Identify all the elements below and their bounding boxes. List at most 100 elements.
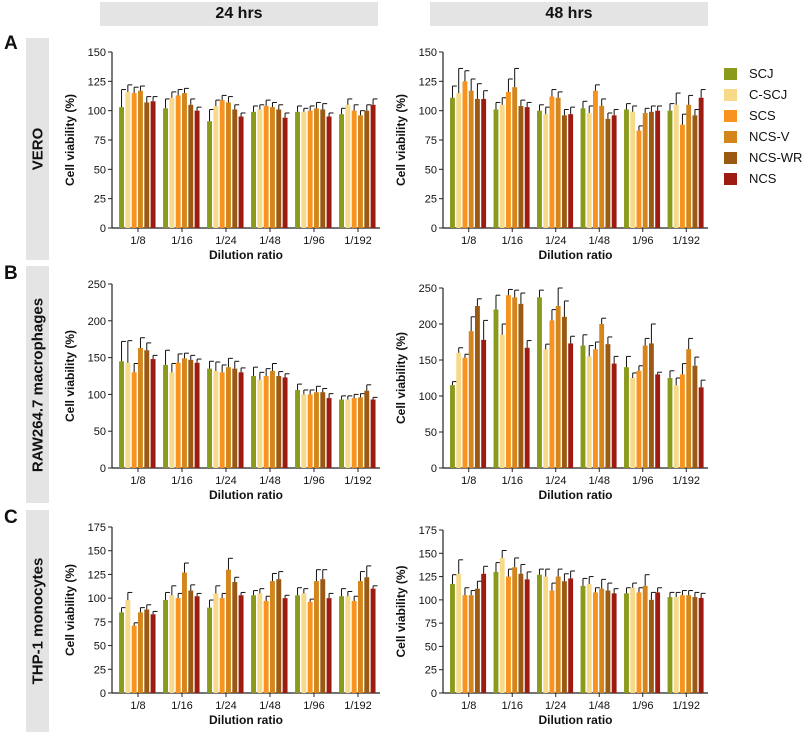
bar-ncs-5: [326, 116, 332, 228]
y-tick-label: 150: [419, 47, 437, 59]
bar-c-scj-6: [673, 385, 679, 468]
bar-ncs-wr-5: [320, 392, 326, 468]
bar-c-scj-5: [301, 111, 307, 228]
bar-scj-6: [667, 378, 673, 468]
bar-ncs-v-2: [512, 297, 518, 468]
bar-ncs-v-5: [642, 113, 648, 228]
bar-ncs-6: [698, 387, 704, 468]
bar-ncs-v-3: [226, 569, 231, 693]
y-axis-label: Cell viability (%): [394, 332, 408, 424]
bar-ncs-1: [481, 573, 487, 693]
bar-scj-4: [251, 111, 256, 228]
bar-ncs-v-3: [555, 306, 561, 468]
x-axis-label: Dilution ratio: [539, 248, 613, 262]
legend-swatch-c-scj: [724, 89, 737, 101]
bar-scs-4: [593, 592, 598, 693]
y-tick-label: 100: [419, 595, 437, 607]
bar-ncs-wr-1: [144, 102, 150, 228]
bar-ncs-v-3: [226, 367, 231, 468]
bar-scj-3: [537, 574, 542, 693]
legend-label-ncs-v: NCS-V: [749, 129, 790, 144]
x-tick-label: 1/48: [589, 475, 610, 487]
bar-c-scj-1: [456, 352, 462, 468]
chart-a-48h: 0 25 50 75 100 125 150 Cell viability (%) 1/8 1/1…: [394, 47, 708, 262]
bar-scs-1: [462, 81, 468, 228]
x-tick-label: 1/24: [215, 235, 236, 247]
bar-ncs-v-6: [358, 581, 363, 693]
legend-label-scs: SCS: [749, 108, 776, 123]
bar-ncs-wr-4: [276, 579, 282, 693]
x-tick-label: 1/192: [344, 235, 372, 247]
bar-scj-5: [624, 593, 629, 693]
bar-scj-6: [667, 110, 673, 228]
x-tick-label: 1/16: [502, 700, 523, 712]
bar-scs-5: [636, 130, 642, 228]
bar-scs-3: [549, 320, 555, 468]
bar-scj-3: [207, 607, 212, 693]
y-tick-label: 0: [431, 463, 437, 475]
bar-scj-2: [163, 600, 168, 693]
bar-scs-2: [175, 362, 181, 468]
bar-ncs-v-4: [599, 588, 605, 693]
bar-ncs-6: [370, 104, 376, 228]
bar-c-scj-2: [499, 557, 505, 693]
bar-ncs-wr-5: [320, 579, 326, 693]
bar-ncs-2: [524, 107, 530, 228]
y-tick-label: 50: [425, 164, 437, 176]
bar-ncs-wr-2: [188, 590, 194, 693]
bar-c-scj-2: [499, 334, 505, 468]
x-axis-label: Dilution ratio: [209, 248, 283, 262]
bar-scj-5: [295, 389, 300, 468]
bar-scj-5: [295, 111, 300, 228]
y-tick-label: 125: [88, 76, 106, 88]
x-tick-label: 1/16: [171, 700, 192, 712]
y-tick-label: 25: [94, 664, 106, 676]
bar-ncs-5: [326, 398, 332, 468]
legend-label-ncs: NCS: [749, 171, 777, 186]
bar-ncs-4: [611, 593, 617, 693]
chart-c-24h: 0 25 50 75 100 125 150 175 Cell viability (%) 1/8…: [63, 522, 380, 727]
bar-ncs-wr-6: [692, 115, 698, 228]
bar-ncs-v-6: [686, 104, 692, 228]
bar-ncs-4: [611, 115, 617, 228]
y-tick-label: 100: [419, 106, 437, 118]
y-tick-label: 50: [425, 427, 437, 439]
bar-c-scj-3: [213, 593, 219, 693]
bar-ncs-1: [150, 614, 156, 693]
bar-scs-4: [263, 376, 269, 468]
bar-scs-1: [131, 372, 137, 468]
x-tick-label: 1/96: [632, 475, 653, 487]
bar-ncs-v-1: [138, 348, 143, 468]
y-tick-label: 0: [431, 223, 437, 235]
bar-c-scj-2: [169, 372, 175, 468]
bar-ncs-3: [238, 116, 244, 228]
bar-ncs-5: [655, 592, 661, 693]
y-tick-label: 150: [88, 353, 106, 365]
bar-scj-6: [339, 114, 344, 228]
bar-c-scj-1: [125, 91, 131, 228]
y-axis-label: Cell viability (%): [394, 94, 408, 186]
x-tick-label: 1/8: [130, 235, 145, 247]
bar-ncs-wr-3: [561, 581, 567, 693]
bar-scs-6: [351, 110, 357, 228]
bar-c-scj-5: [630, 111, 636, 228]
bar-scs-4: [593, 349, 598, 468]
x-tick-label: 1/48: [259, 235, 280, 247]
column-header-24h: 24 hrs: [100, 2, 378, 26]
bar-ncs-v-1: [468, 90, 474, 228]
y-axis-label: Cell viability (%): [394, 565, 408, 657]
bar-scj-3: [207, 121, 212, 228]
bar-ncs-3: [238, 372, 244, 468]
x-tick-label: 1/192: [344, 700, 372, 712]
y-axis-label: Cell viability (%): [63, 94, 77, 186]
x-axis-label: Dilution ratio: [209, 488, 283, 502]
bar-ncs-v-1: [138, 90, 143, 228]
x-tick-label: 1/48: [589, 235, 610, 247]
bar-scs-1: [131, 93, 137, 228]
bar-ncs-v-4: [270, 581, 275, 693]
bar-scs-2: [175, 95, 181, 228]
bar-scs-3: [219, 372, 225, 468]
bar-scj-1: [119, 107, 124, 228]
bar-ncs-wr-3: [232, 582, 238, 693]
bar-scs-1: [462, 357, 468, 468]
